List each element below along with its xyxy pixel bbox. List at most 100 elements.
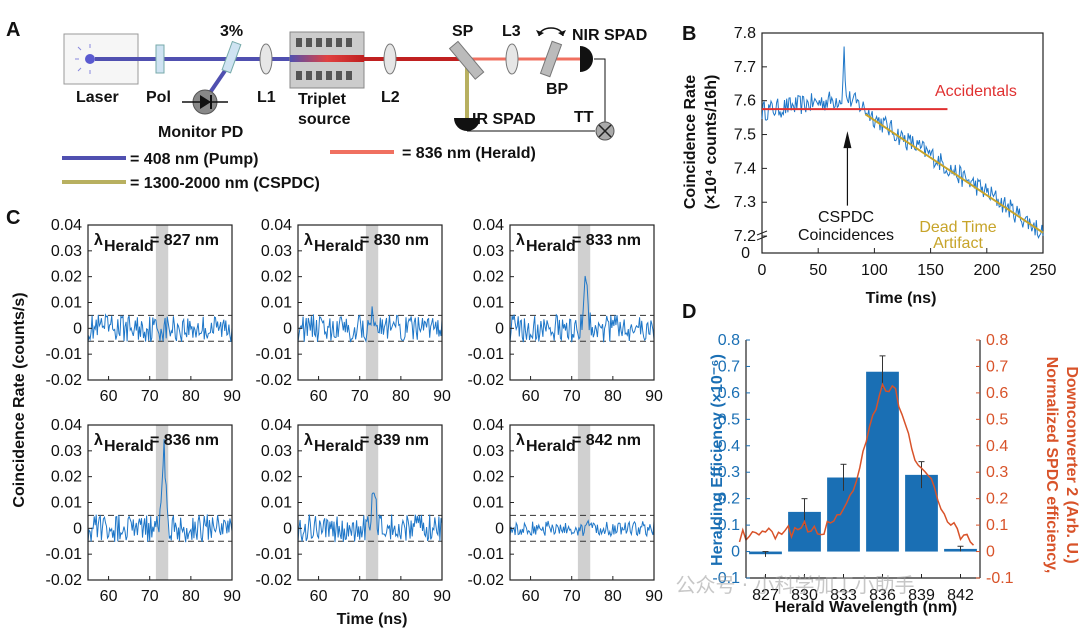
panel-b-xtick-label: 100	[861, 262, 888, 279]
panel-c-xtick-label: 90	[645, 588, 663, 605]
panel-b-dead-label-1: Dead Time	[919, 219, 996, 236]
panel-c-lambda-value: = 842 nm	[572, 432, 641, 449]
panel-c-ytick-label: 0.04	[51, 217, 82, 234]
panel-c-xtick-label: 70	[351, 588, 369, 605]
panel-b-ytick-label: 7.3	[734, 194, 756, 211]
watermark: 公众号 · 小科学加工小助手	[675, 573, 914, 597]
panel-c-ytick-label: -0.02	[46, 372, 83, 389]
panel-c-ytick-label: -0.02	[256, 572, 293, 589]
panel-c-xtick-label: 60	[522, 388, 540, 405]
panel-c-lambda-sub: Herald	[104, 238, 154, 255]
panel-c-ytick-label: 0	[495, 320, 504, 337]
laser-label: Laser	[76, 89, 119, 106]
rotation-arrow-icon	[538, 27, 564, 37]
panel-c-ytick-label: -0.02	[468, 372, 505, 389]
panel-c-ytick-label: 0.04	[261, 217, 292, 234]
panel-c-xtick-label: 80	[392, 588, 410, 605]
panel-c-trace	[87, 439, 233, 543]
panel-c-ytick-label: 0	[283, 520, 292, 537]
panel-c-ytick-label: 0.02	[261, 269, 292, 286]
panel-c-lambda-sub: Herald	[526, 238, 576, 255]
panel-b-arrow-head	[843, 131, 852, 149]
panel-c-ytick-label: 0.01	[261, 495, 292, 512]
panel-c-lambda-symbol: λ	[304, 432, 313, 449]
panel-c-lambda-value: = 830 nm	[360, 232, 429, 249]
panel-c-ytick-label: -0.02	[468, 572, 505, 589]
panel-a-letter: A	[6, 19, 20, 41]
panel-c-letter: C	[6, 207, 20, 229]
source-beam	[290, 55, 364, 62]
l1-label: L1	[257, 89, 276, 106]
legend-cspdc-label: = 1300-2000 nm (CSPDC)	[130, 175, 320, 192]
panel-d-ytick-left-label: 0.7	[718, 358, 740, 375]
panel-d-ytick-right-label: 0.8	[986, 332, 1008, 349]
panel-c-xlabel: Time (ns)	[337, 611, 408, 628]
panel-c-xtick-label: 60	[310, 588, 328, 605]
panel-b-ytick-label: 7.5	[734, 127, 756, 144]
panel-d-ytick-right-label: 0	[986, 544, 995, 561]
panel-c-ytick-label: -0.01	[46, 546, 83, 563]
panel-c-trace	[297, 492, 443, 543]
panel-c-lambda-value: = 839 nm	[360, 432, 429, 449]
panel-c-xtick-label: 90	[433, 388, 451, 405]
panel-b-ylabel-1: Coincidence Rate	[682, 75, 699, 209]
panel-c-xtick-label: 70	[563, 588, 581, 605]
lens-l2	[383, 43, 397, 75]
panel-c-trace	[297, 306, 443, 343]
panel-d-ytick-right-label: 0.3	[986, 464, 1008, 481]
panel-d-xlabel: Herald Wavelength (nm)	[775, 599, 958, 616]
panel-d-xtick-label: 839	[908, 587, 935, 604]
lens-l1	[259, 43, 273, 75]
panel-d-ytick-left-label: -0.1	[712, 570, 740, 587]
panel-d: D Heralding Efficiency (×10⁻⁶) Normalize…	[682, 301, 1080, 616]
nir-spad-label: NIR SPAD	[572, 27, 647, 44]
panel-b-xtick-label: 50	[809, 262, 827, 279]
panel-c-ytick-label: 0.03	[51, 243, 82, 260]
panel-d-ytick-right-label: 0.7	[986, 358, 1008, 375]
panel-c-ytick-label: 0.01	[473, 495, 504, 512]
panel-c-lambda-symbol: λ	[94, 232, 103, 249]
panel-c-xtick-label: 80	[604, 388, 622, 405]
panel-c-lambda-sub: Herald	[314, 438, 364, 455]
panel-c-lambda-value: = 836 nm	[150, 432, 219, 449]
panel-c-xtick-label: 80	[182, 388, 200, 405]
l2-label: L2	[381, 89, 400, 106]
panel-c-lambda-symbol: λ	[516, 432, 525, 449]
bandpass-filter	[539, 40, 563, 78]
panel-b-ylabel-2: (×10⁴ counts/16h)	[703, 75, 720, 210]
panel-c-ytick-label: 0	[73, 320, 82, 337]
panel-c-ytick-label: -0.01	[468, 546, 505, 563]
panel-d-ytick-left-label: 0.1	[718, 517, 740, 534]
panel-b-cspdc-label-1: CSPDC	[818, 209, 874, 226]
panel-d-spdc-curve	[738, 382, 975, 546]
panel-c-xtick-label: 80	[392, 388, 410, 405]
panel-c-lambda-symbol: λ	[304, 232, 313, 249]
panel-b-xtick-label: 250	[1030, 262, 1057, 279]
panel-c-lambda-sub: Herald	[104, 438, 154, 455]
ir-spad-label: IR SPAD	[472, 111, 536, 128]
panel-d-ytick-left-label: 0.2	[718, 491, 740, 508]
panel-c-xtick-label: 80	[182, 588, 200, 605]
panel-c-ytick-label: 0.04	[473, 417, 504, 434]
polarizer	[155, 44, 165, 74]
panel-d-ytick-left-label: 0.6	[718, 385, 740, 402]
panel-c-lambda-value: = 833 nm	[572, 232, 641, 249]
panel-c-trace	[509, 275, 655, 343]
bp-label: BP	[546, 81, 569, 98]
panel-c-ytick-label: 0.02	[473, 469, 504, 486]
panel-c-ylabel: Coincidence Rate (counts/s)	[11, 292, 28, 507]
panel-c-xtick-label: 90	[433, 588, 451, 605]
panel-d-xtick-label: 830	[791, 587, 818, 604]
panel-c-xtick-label: 60	[100, 588, 118, 605]
legend-pump-label: = 408 nm (Pump)	[130, 151, 258, 168]
panel-c-lambda-symbol: λ	[516, 232, 525, 249]
panel-c-xtick-label: 90	[645, 388, 663, 405]
panel-c-ytick-label: 0.03	[261, 443, 292, 460]
panel-b-dead-label-2: Artifact	[933, 235, 983, 252]
short-pass-filter	[448, 40, 485, 80]
panel-c-ytick-label: 0	[495, 520, 504, 537]
panel-c-ytick-label: -0.01	[46, 346, 83, 363]
panel-b-letter: B	[682, 23, 696, 45]
panel-c-xtick-label: 70	[141, 388, 159, 405]
panel-d-xtick-label: 833	[830, 587, 857, 604]
